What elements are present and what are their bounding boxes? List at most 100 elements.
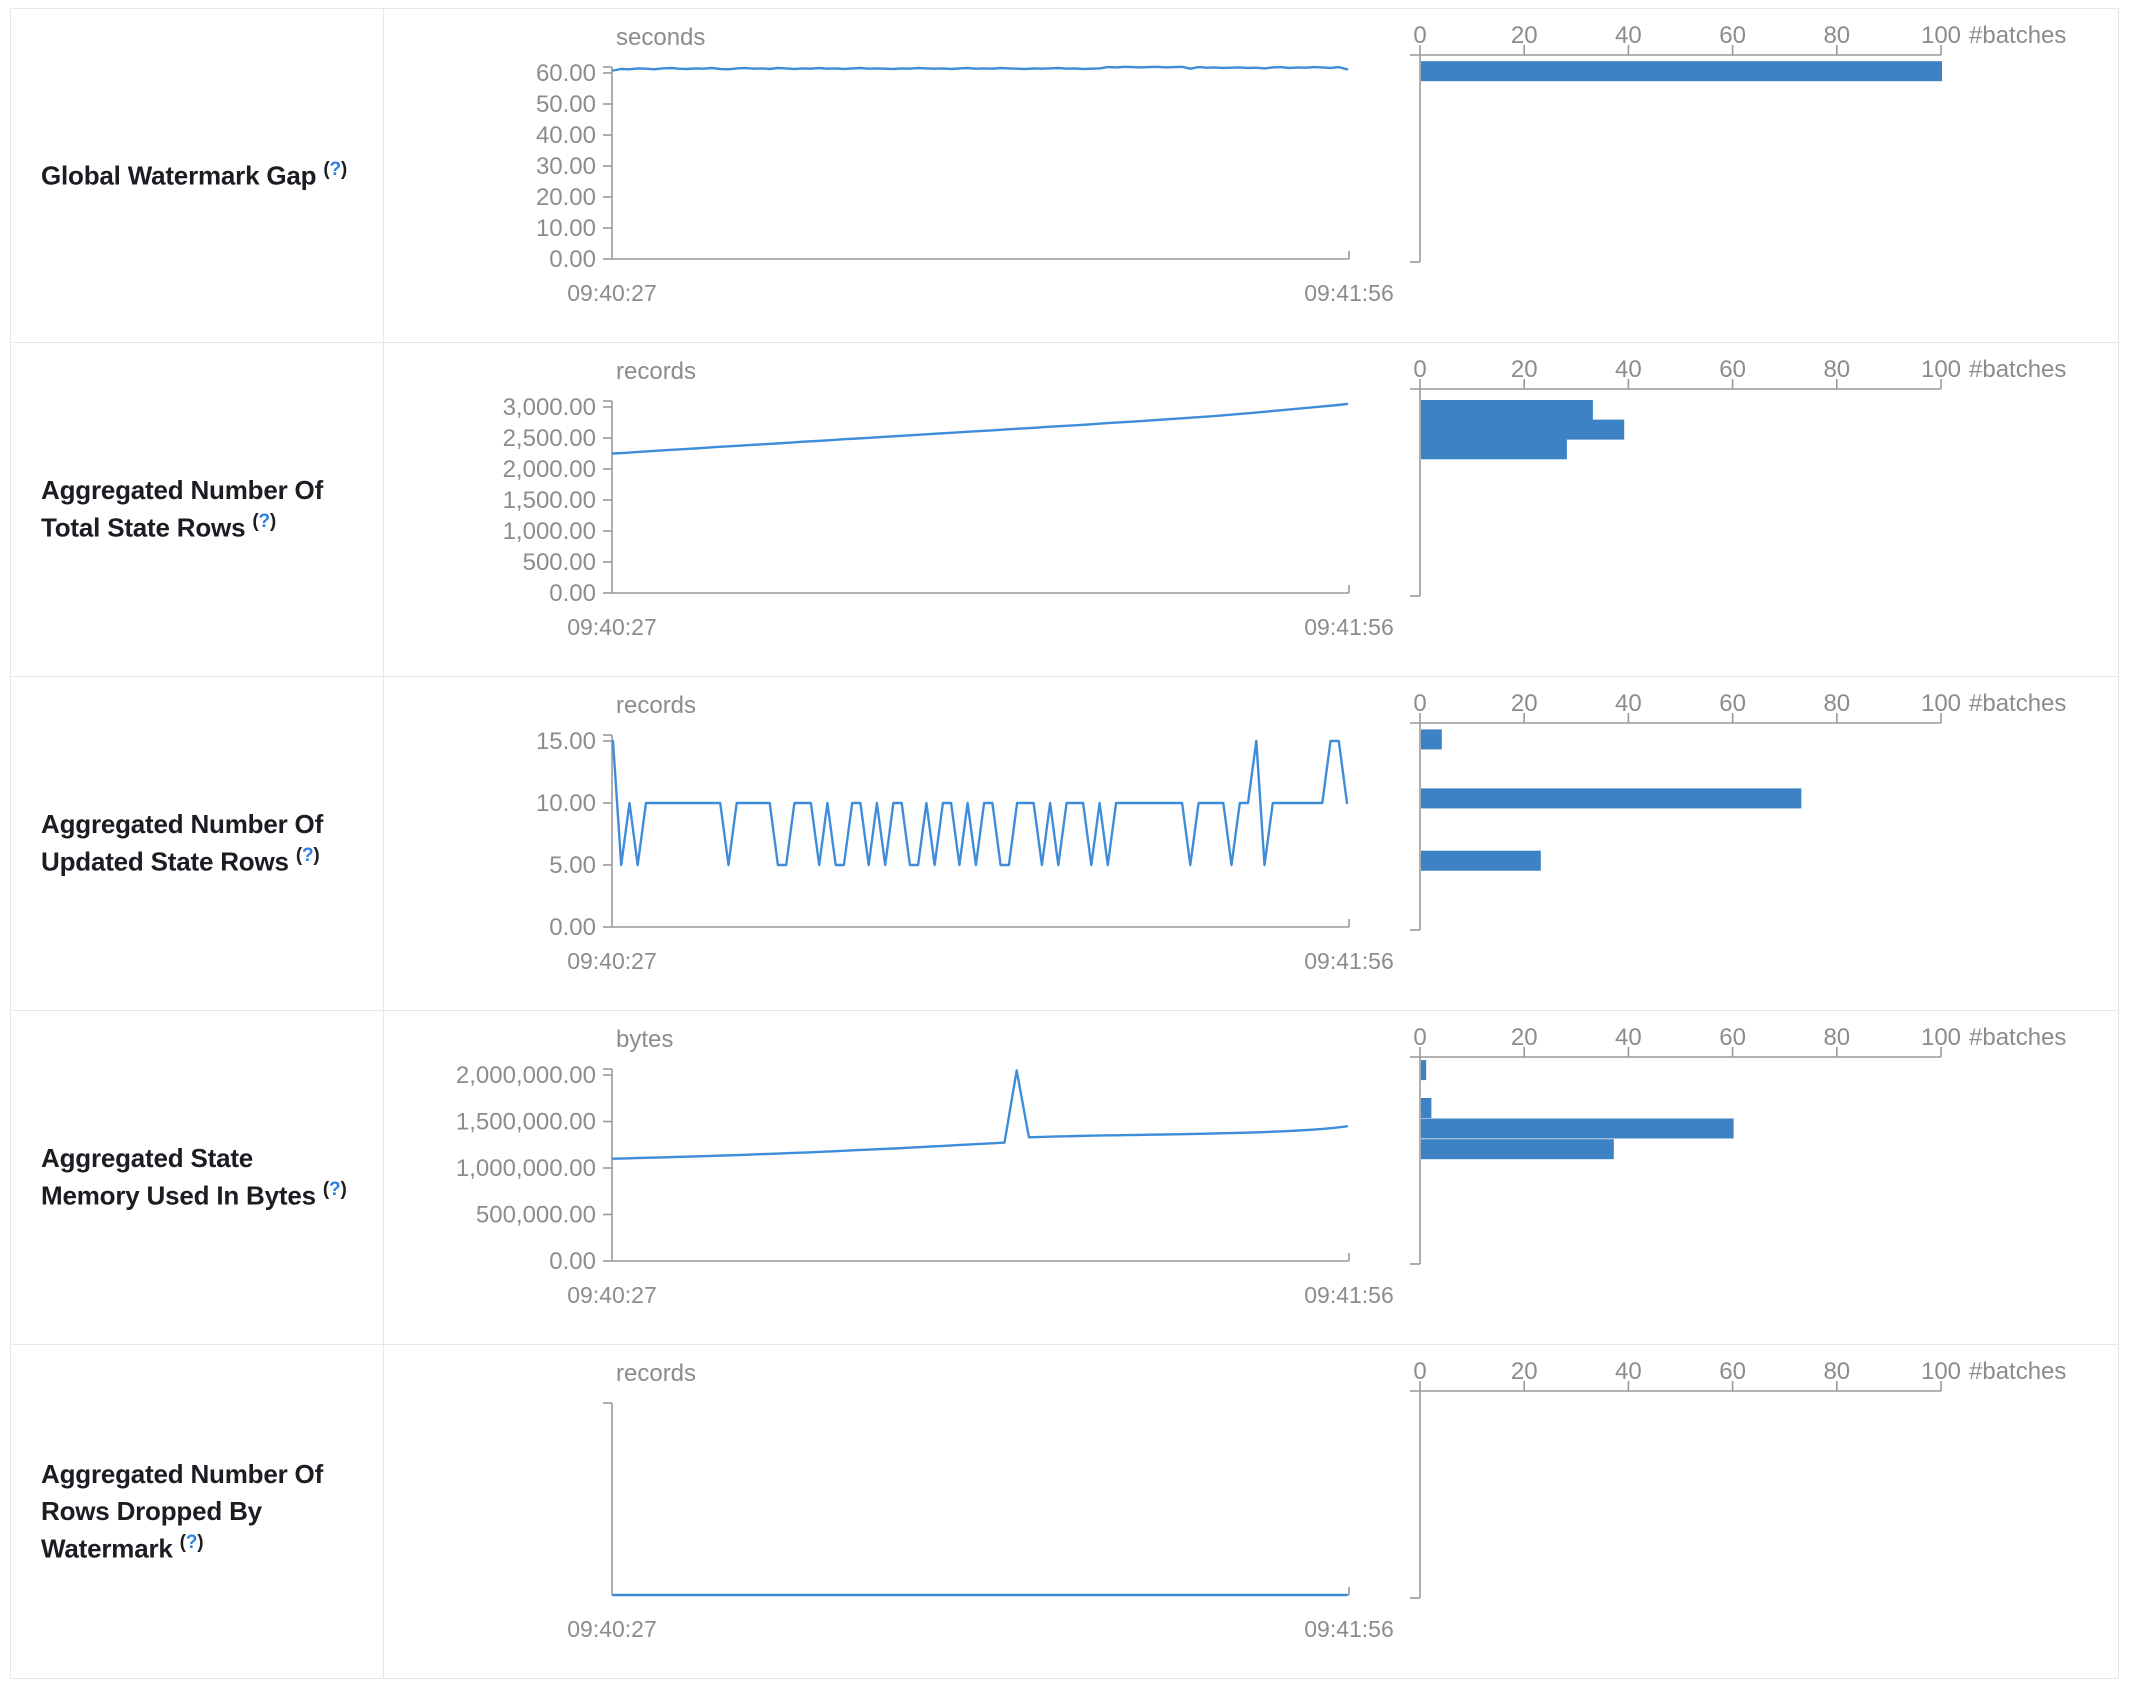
- y-tick-label: 30.00: [536, 153, 596, 180]
- help-tooltip-link[interactable]: ?: [329, 158, 342, 180]
- metric-name: Aggregated State Memory Used In Bytes (?…: [41, 1140, 357, 1214]
- y-tick-label: 20.00: [536, 184, 596, 211]
- metric-row: Aggregated Number Of Updated State Rows …: [11, 676, 2118, 1010]
- y-tick-label: 1,500.00: [503, 487, 596, 514]
- timeline-axes: [603, 734, 1350, 928]
- y-tick-label: 5.00: [549, 852, 596, 879]
- y-tick-label: 500.00: [523, 549, 596, 576]
- histogram-bar: [1421, 1098, 1432, 1118]
- batches-tick-label: 60: [1719, 1358, 1746, 1385]
- metric-row: Aggregated Number Of Total State Rows (?…: [11, 342, 2118, 676]
- metric-name: Aggregated Number Of Rows Dropped By Wat…: [41, 1456, 357, 1567]
- help-tooltip: (?): [323, 159, 347, 180]
- help-paren-open: (: [252, 511, 259, 533]
- batches-unit-label: #batches: [1969, 1024, 2066, 1051]
- histogram-axes: [1410, 54, 1941, 263]
- help-tooltip: (?): [296, 845, 320, 866]
- batches-tick-label: 40: [1615, 1024, 1642, 1051]
- metric-charts: records 09:40:27 09:41:56 0 20 40 60 80 100 #batc…: [567, 1358, 2066, 1642]
- histogram-bars: [1421, 61, 1942, 82]
- timeline-line: [611, 402, 1349, 455]
- y-tick-label: 2,500.00: [503, 425, 596, 452]
- batches-tick-label: 20: [1511, 1358, 1538, 1385]
- batches-tick-label: 80: [1823, 356, 1850, 383]
- y-tick-label: 3,000.00: [503, 394, 596, 421]
- help-paren-close: ): [269, 511, 277, 533]
- y-tick-label: 1,500,000.00: [456, 1109, 596, 1136]
- y-tick-label: 0.00: [549, 246, 596, 273]
- x-tick-label-start: 09:40:27: [567, 280, 657, 306]
- metric-row: Aggregated State Memory Used In Bytes (?…: [11, 1010, 2118, 1344]
- batches-tick-label: 60: [1719, 356, 1746, 383]
- y-tick-label: 60.00: [536, 60, 596, 87]
- metric-name-text: Aggregated Number Of Rows Dropped By Wat…: [41, 1458, 324, 1564]
- help-tooltip: (?): [252, 511, 276, 532]
- y-tick-label: 0.00: [549, 580, 596, 607]
- histogram-bar: [1421, 850, 1541, 871]
- batches-tick-label: 80: [1823, 1358, 1850, 1385]
- y-tick-label: 40.00: [536, 122, 596, 149]
- batches-tick-label: 40: [1615, 22, 1642, 49]
- histogram-bars: [1421, 400, 1625, 460]
- timeline-axes: [603, 400, 1350, 594]
- help-tooltip-link[interactable]: ?: [329, 1179, 341, 1201]
- batches-unit-label: #batches: [1969, 356, 2066, 383]
- metric-charts-cell: records 3,000.00 2,500.00 2,000.00 1,500.00 1…: [384, 343, 2118, 676]
- timeline-unit-label: records: [616, 358, 696, 385]
- batches-tick-label: 80: [1823, 1024, 1850, 1051]
- y-tick-label: 15.00: [536, 728, 596, 755]
- x-tick-label-end: 09:41:56: [1304, 948, 1394, 974]
- batches-unit-label: #batches: [1969, 690, 2066, 717]
- streaming-statistics-table: Global Watermark Gap (?) seconds 60.00 50.0…: [10, 8, 2119, 1679]
- metric-name: Global Watermark Gap (?): [41, 157, 347, 195]
- timeline-unit-label: bytes: [616, 1026, 673, 1053]
- histogram-bar: [1421, 729, 1442, 750]
- batches-tick-label: 40: [1615, 356, 1642, 383]
- y-tick-label: 10.00: [536, 215, 596, 242]
- timeline-unit-label: records: [616, 692, 696, 719]
- histogram-axes: [1410, 1056, 1941, 1265]
- help-tooltip-link[interactable]: ?: [258, 511, 271, 533]
- help-paren-close: ): [340, 158, 348, 180]
- timeline-line: [611, 65, 1349, 72]
- x-tick-label-end: 09:41:56: [1304, 1616, 1394, 1642]
- batches-tick-label: 20: [1511, 1024, 1538, 1051]
- metric-name-text: Aggregated Number Of Total State Rows: [41, 475, 324, 543]
- help-tooltip-link[interactable]: ?: [301, 845, 314, 867]
- metric-name-text: Global Watermark Gap: [41, 160, 317, 191]
- help-tooltip-link[interactable]: ?: [185, 1531, 198, 1553]
- metric-label-cell: Aggregated State Memory Used In Bytes (?…: [11, 1011, 384, 1344]
- histogram-axes: [1410, 1390, 1941, 1599]
- batches-tick-label: 0: [1413, 22, 1426, 49]
- help-paren-open: (: [323, 158, 330, 180]
- metric-charts-cell: records 09:40:27 09:41:56 0 20 40 60 80 100 #batc…: [384, 1345, 2118, 1678]
- metric-charts: records 3,000.00 2,500.00 2,000.00 1,500.00 1…: [503, 356, 2067, 640]
- y-tick-label: 2,000,000.00: [456, 1062, 596, 1089]
- batches-tick-label: 20: [1511, 356, 1538, 383]
- batches-tick-label: 20: [1511, 690, 1538, 717]
- metric-label-cell: Aggregated Number Of Updated State Rows …: [11, 677, 384, 1010]
- metric-name-text: Aggregated State Memory Used In Bytes: [41, 1143, 316, 1211]
- x-tick-label-end: 09:41:56: [1304, 1282, 1394, 1308]
- batches-tick-label: 0: [1413, 356, 1426, 383]
- y-tick-label: 2,000.00: [503, 456, 596, 483]
- metric-charts-cell: seconds 60.00 50.00 40.00 30.00 20.00 10.00 0.0…: [384, 9, 2118, 342]
- histogram-axes: [1410, 388, 1941, 597]
- batches-tick-label: 40: [1615, 1358, 1642, 1385]
- metric-charts-cell: records 15.00 10.00 5.00 0.00 09:40:27 09:41:5…: [384, 677, 2118, 1010]
- metric-label-cell: Aggregated Number Of Rows Dropped By Wat…: [11, 1345, 384, 1678]
- metric-charts: bytes 2,000,000.00 1,500,000.00 1,000,000.0…: [456, 1024, 2067, 1308]
- batches-tick-label: 100: [1921, 22, 1961, 49]
- timeline-line: [611, 739, 1349, 867]
- metric-row: Aggregated Number Of Rows Dropped By Wat…: [11, 1344, 2118, 1678]
- metric-row: Global Watermark Gap (?) seconds 60.00 50.0…: [11, 9, 2118, 342]
- histogram-axes: [1410, 722, 1941, 931]
- x-tick-label-start: 09:40:27: [567, 614, 657, 640]
- y-tick-label: 0.00: [549, 914, 596, 941]
- timeline-line: [611, 1069, 1349, 1160]
- histogram-bar: [1421, 439, 1567, 460]
- metric-charts: seconds 60.00 50.00 40.00 30.00 20.00 10.00 0.0…: [536, 22, 2066, 306]
- batches-tick-label: 0: [1413, 690, 1426, 717]
- x-tick-label-start: 09:40:27: [567, 948, 657, 974]
- histogram-bar: [1421, 1060, 1427, 1081]
